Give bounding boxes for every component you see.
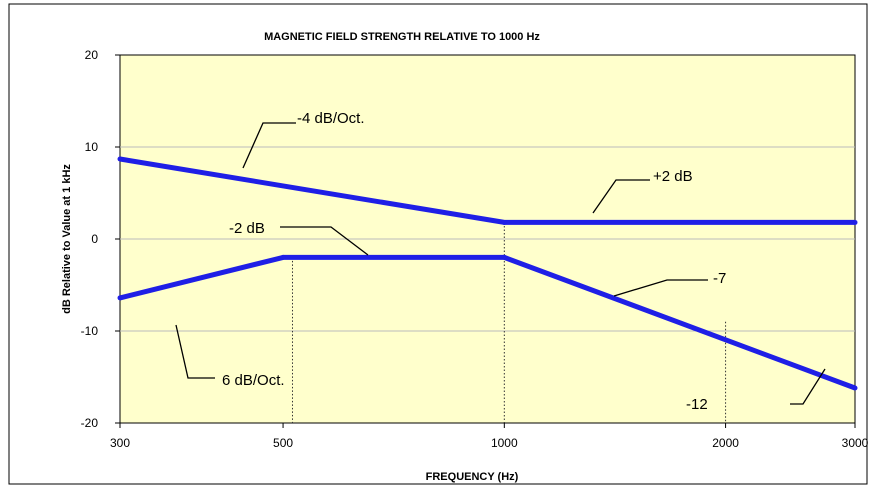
series-2-point — [852, 385, 858, 391]
x-tick-label: 1000 — [491, 436, 518, 450]
x-tick-label: 300 — [110, 436, 130, 450]
annotation-minus2-db: -2 dB — [229, 220, 265, 237]
y-tick-label: 20 — [85, 48, 99, 62]
series-2-point — [280, 254, 286, 260]
series-1-point — [501, 219, 507, 225]
x-axis-title: FREQUENCY (Hz) — [426, 471, 519, 483]
series-1-point — [117, 156, 123, 162]
series-2-point — [501, 254, 507, 260]
annotation-leader — [242, 122, 296, 169]
annotation-leader — [592, 179, 650, 214]
annotation-leader — [280, 226, 369, 256]
annotation-minus4-db-oct: -4 dB/Oct. — [297, 110, 365, 127]
y-tick-label: -20 — [81, 416, 99, 430]
series-1-point — [852, 219, 858, 225]
series-layer — [117, 156, 858, 391]
chart-title: MAGNETIC FIELD STRENGTH RELATIVE TO 1000… — [264, 31, 540, 43]
y-tick-label: -10 — [81, 324, 99, 338]
x-tick-label: 3000 — [842, 436, 869, 450]
y-axis-title: dB Relative to Value at 1 kHz — [61, 164, 73, 314]
series-line-2 — [119, 254, 856, 391]
x-tick-label: 2000 — [712, 436, 739, 450]
y-tick-label: 0 — [91, 232, 98, 246]
reference-lines — [291, 222, 727, 423]
annotation-leader — [613, 279, 708, 297]
x-tick-label: 500 — [273, 436, 293, 450]
annotation-minus12: -12 — [686, 396, 708, 413]
annotation-leaders — [175, 122, 826, 405]
annotation-leader — [175, 324, 215, 379]
annotation-minus7: -7 — [713, 270, 726, 287]
series-2-point — [117, 295, 123, 301]
annotation-6-db-oct: 6 dB/Oct. — [222, 372, 285, 389]
annotation-plus2-db: +2 dB — [653, 168, 693, 185]
y-tick-label: 10 — [85, 140, 99, 154]
grid-layer — [115, 54, 856, 428]
tick-labels: 20 10 0 -10 -20 300 500 1000 2000 3000 — [81, 48, 869, 450]
annotation-leader — [790, 368, 826, 405]
